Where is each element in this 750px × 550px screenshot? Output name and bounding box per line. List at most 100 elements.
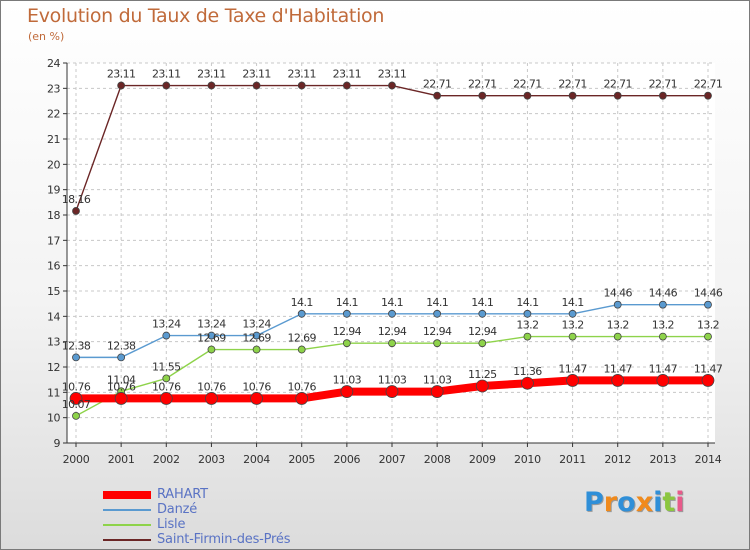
data-label-danze: 14.1 (562, 296, 584, 309)
data-label-rahart: 10.76 (242, 380, 271, 393)
data-label-saint-firmin: 23.11 (287, 68, 316, 81)
y-tick-label: 13 (47, 336, 60, 349)
data-point-rahart (701, 374, 715, 387)
y-tick-label: 11 (47, 386, 60, 399)
y-tick-label: 14 (47, 310, 60, 323)
data-point-saint-firmin (72, 207, 80, 215)
data-label-lisle: 11.04 (107, 373, 136, 386)
data-label-lisle: 13.2 (562, 319, 584, 332)
data-label-danze: 14.1 (516, 296, 538, 309)
legend-swatch-saint-firmin (103, 538, 151, 541)
legend-swatch-lisle (103, 523, 151, 526)
data-point-danze (207, 331, 216, 340)
data-point-saint-firmin (388, 81, 396, 90)
y-tick-label: 16 (47, 260, 60, 273)
data-point-danze (72, 353, 80, 362)
legend-item-rahart: RAHART (103, 487, 290, 502)
data-point-lisle (297, 345, 306, 354)
data-label-rahart: 10.76 (152, 380, 181, 393)
data-point-rahart (69, 392, 83, 405)
data-label-danze: 13.24 (197, 318, 226, 331)
data-point-rahart (159, 392, 173, 405)
legend-item-lisle: Lisle (103, 517, 290, 532)
data-label-saint-firmin: 22.71 (649, 78, 678, 91)
data-label-lisle: 12.94 (423, 325, 452, 338)
data-label-saint-firmin: 23.11 (152, 68, 181, 81)
data-point-danze (704, 300, 712, 309)
logo-letter: P (584, 487, 604, 518)
data-label-rahart: 10.76 (197, 380, 226, 393)
data-point-danze (117, 353, 126, 362)
data-point-rahart (430, 385, 444, 398)
data-label-danze: 12.38 (62, 339, 91, 352)
data-label-danze: 12.38 (107, 339, 136, 352)
data-label-saint-firmin: 23.11 (197, 68, 226, 81)
y-tick-label: 17 (47, 234, 60, 247)
data-label-danze: 14.46 (694, 287, 723, 300)
data-label-danze: 14.46 (603, 287, 632, 300)
data-label-danze: 14.1 (381, 296, 403, 309)
data-point-lisle (433, 339, 442, 348)
data-label-lisle: 13.2 (607, 319, 629, 332)
data-label-saint-firmin: 22.71 (423, 78, 452, 91)
data-point-lisle (523, 332, 532, 341)
data-label-danze: 14.1 (426, 296, 448, 309)
y-tick-label: 20 (47, 158, 60, 171)
data-label-lisle: 12.94 (468, 325, 497, 338)
x-tick-label: 2007 (379, 453, 406, 466)
data-label-saint-firmin: 23.11 (333, 68, 362, 81)
logo-letter: x (635, 487, 654, 518)
y-tick-label: 18 (47, 209, 60, 222)
x-tick-label: 2001 (108, 453, 135, 466)
data-point-lisle (704, 332, 712, 341)
data-point-lisle (658, 332, 667, 341)
data-label-rahart: 11.36 (513, 365, 542, 378)
x-tick-label: 2011 (559, 453, 586, 466)
legend-label-lisle: Lisle (157, 517, 186, 532)
data-label-saint-firmin: 22.71 (694, 78, 723, 91)
x-tick-label: 2004 (243, 453, 270, 466)
data-point-saint-firmin (117, 81, 126, 90)
data-label-saint-firmin: 22.71 (513, 78, 542, 91)
data-label-saint-firmin: 18.16 (62, 193, 91, 206)
data-point-rahart (114, 392, 128, 405)
data-point-danze (478, 309, 487, 318)
legend-label-danze: Danzé (157, 502, 198, 517)
data-point-saint-firmin (658, 91, 667, 100)
legend-swatch-rahart (103, 490, 151, 499)
data-point-danze (162, 331, 171, 340)
data-point-saint-firmin (613, 91, 622, 100)
chart-legend: RAHART Danzé Lisle Saint-Firmin-des-Prés (103, 487, 290, 547)
y-tick-label: 12 (47, 361, 60, 374)
data-label-lisle: 13.2 (516, 319, 538, 332)
data-point-saint-firmin (297, 81, 306, 90)
data-label-lisle: 12.69 (287, 332, 316, 345)
x-tick-label: 2002 (153, 453, 180, 466)
data-label-lisle: 12.94 (378, 325, 407, 338)
data-label-danze: 13.24 (242, 318, 271, 331)
x-tick-label: 2000 (63, 453, 90, 466)
x-tick-label: 2008 (424, 453, 451, 466)
data-point-lisle (568, 332, 577, 341)
y-tick-label: 19 (47, 184, 60, 197)
data-point-saint-firmin (342, 81, 351, 90)
data-label-danze: 13.24 (152, 318, 181, 331)
data-point-lisle (252, 345, 261, 354)
data-point-saint-firmin (704, 91, 712, 100)
legend-item-saint-firmin: Saint-Firmin-des-Prés (103, 532, 290, 547)
x-tick-label: 2014 (695, 453, 722, 466)
data-point-saint-firmin (523, 91, 532, 100)
data-point-danze (297, 309, 306, 318)
data-point-lisle (478, 339, 487, 348)
data-point-rahart (611, 374, 625, 387)
data-point-saint-firmin (433, 91, 442, 100)
data-point-saint-firmin (162, 81, 171, 90)
data-point-saint-firmin (478, 91, 487, 100)
data-point-saint-firmin (207, 81, 216, 90)
data-label-rahart: 10.76 (287, 380, 316, 393)
data-point-danze (342, 309, 351, 318)
data-label-lisle: 13.2 (652, 319, 674, 332)
legend-label-rahart: RAHART (157, 487, 208, 502)
